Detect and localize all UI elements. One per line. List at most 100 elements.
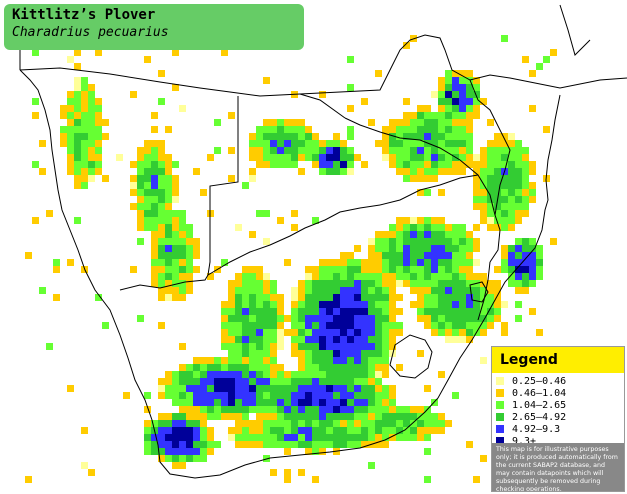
occurrence-cell	[312, 266, 319, 273]
occurrence-cell	[480, 161, 487, 168]
occurrence-cell	[95, 154, 102, 161]
occurrence-cell	[501, 252, 508, 259]
occurrence-cell	[186, 392, 193, 399]
occurrence-cell	[452, 294, 459, 301]
occurrence-cell	[382, 287, 389, 294]
occurrence-cell	[389, 420, 396, 427]
occurrence-cell	[151, 420, 158, 427]
occurrence-cell	[508, 245, 515, 252]
occurrence-cell	[536, 252, 543, 259]
occurrence-cell	[326, 406, 333, 413]
occurrence-cell	[186, 448, 193, 455]
occurrence-cell	[298, 336, 305, 343]
occurrence-cell	[144, 196, 151, 203]
occurrence-cell	[186, 231, 193, 238]
occurrence-cell	[473, 161, 480, 168]
occurrence-cell	[319, 434, 326, 441]
occurrence-cell	[396, 147, 403, 154]
occurrence-cell	[445, 168, 452, 175]
occurrence-cell	[326, 301, 333, 308]
occurrence-cell	[382, 301, 389, 308]
occurrence-cell	[361, 329, 368, 336]
occurrence-cell	[263, 392, 270, 399]
occurrence-cell	[291, 119, 298, 126]
occurrence-cell	[284, 399, 291, 406]
occurrence-cell	[340, 287, 347, 294]
occurrence-cell	[326, 140, 333, 147]
occurrence-cell	[214, 406, 221, 413]
occurrence-cell	[389, 238, 396, 245]
occurrence-cell	[193, 357, 200, 364]
occurrence-cell	[151, 266, 158, 273]
occurrence-cell	[291, 434, 298, 441]
occurrence-cell	[529, 196, 536, 203]
occurrence-cell	[333, 399, 340, 406]
occurrence-cell	[487, 217, 494, 224]
occurrence-cell	[277, 441, 284, 448]
occurrence-cell	[200, 455, 207, 462]
occurrence-cell	[284, 385, 291, 392]
occurrence-cell	[277, 294, 284, 301]
occurrence-cell	[235, 392, 242, 399]
occurrence-cell	[60, 140, 67, 147]
occurrence-cell	[452, 147, 459, 154]
occurrence-cell	[438, 84, 445, 91]
occurrence-cell	[277, 147, 284, 154]
occurrence-cell	[431, 140, 438, 147]
occurrence-cell	[67, 133, 74, 140]
occurrence-cell	[221, 308, 228, 315]
occurrence-cell	[494, 175, 501, 182]
occurrence-cell	[445, 266, 452, 273]
occurrence-cell	[130, 266, 137, 273]
occurrence-cell	[95, 294, 102, 301]
occurrence-cell	[375, 301, 382, 308]
occurrence-cell	[228, 364, 235, 371]
occurrence-cell	[130, 189, 137, 196]
occurrence-cell	[165, 427, 172, 434]
occurrence-cell	[270, 308, 277, 315]
occurrence-cell	[270, 126, 277, 133]
occurrence-cell	[522, 168, 529, 175]
occurrence-cell	[466, 280, 473, 287]
occurrence-cell	[179, 455, 186, 462]
occurrence-cell	[445, 154, 452, 161]
occurrence-cell	[158, 266, 165, 273]
occurrence-cell	[452, 77, 459, 84]
occurrence-cell	[340, 140, 347, 147]
occurrence-cell	[466, 84, 473, 91]
occurrence-cell	[242, 371, 249, 378]
occurrence-cell	[375, 385, 382, 392]
occurrence-cell	[403, 238, 410, 245]
occurrence-cell	[277, 154, 284, 161]
occurrence-cell	[445, 133, 452, 140]
occurrence-cell	[347, 273, 354, 280]
occurrence-cell	[417, 147, 424, 154]
occurrence-cell	[410, 420, 417, 427]
occurrence-cell	[179, 392, 186, 399]
occurrence-cell	[305, 448, 312, 455]
occurrence-cell	[277, 420, 284, 427]
occurrence-cell	[368, 343, 375, 350]
occurrence-cell	[361, 336, 368, 343]
occurrence-cell	[354, 266, 361, 273]
occurrence-cell	[522, 210, 529, 217]
occurrence-cell	[515, 238, 522, 245]
occurrence-cell	[144, 210, 151, 217]
occurrence-cell	[466, 147, 473, 154]
occurrence-cell	[144, 217, 151, 224]
legend-swatch	[496, 401, 504, 409]
occurrence-cell	[326, 259, 333, 266]
occurrence-cell	[193, 399, 200, 406]
occurrence-cell	[284, 392, 291, 399]
occurrence-cell	[67, 112, 74, 119]
occurrence-cell	[473, 308, 480, 315]
occurrence-cell	[242, 182, 249, 189]
occurrence-cell	[466, 315, 473, 322]
occurrence-cell	[319, 448, 326, 455]
occurrence-cell	[424, 231, 431, 238]
occurrence-cell	[88, 91, 95, 98]
occurrence-cell	[214, 357, 221, 364]
occurrence-cell	[270, 343, 277, 350]
occurrence-cell	[431, 168, 438, 175]
occurrence-cell	[473, 287, 480, 294]
